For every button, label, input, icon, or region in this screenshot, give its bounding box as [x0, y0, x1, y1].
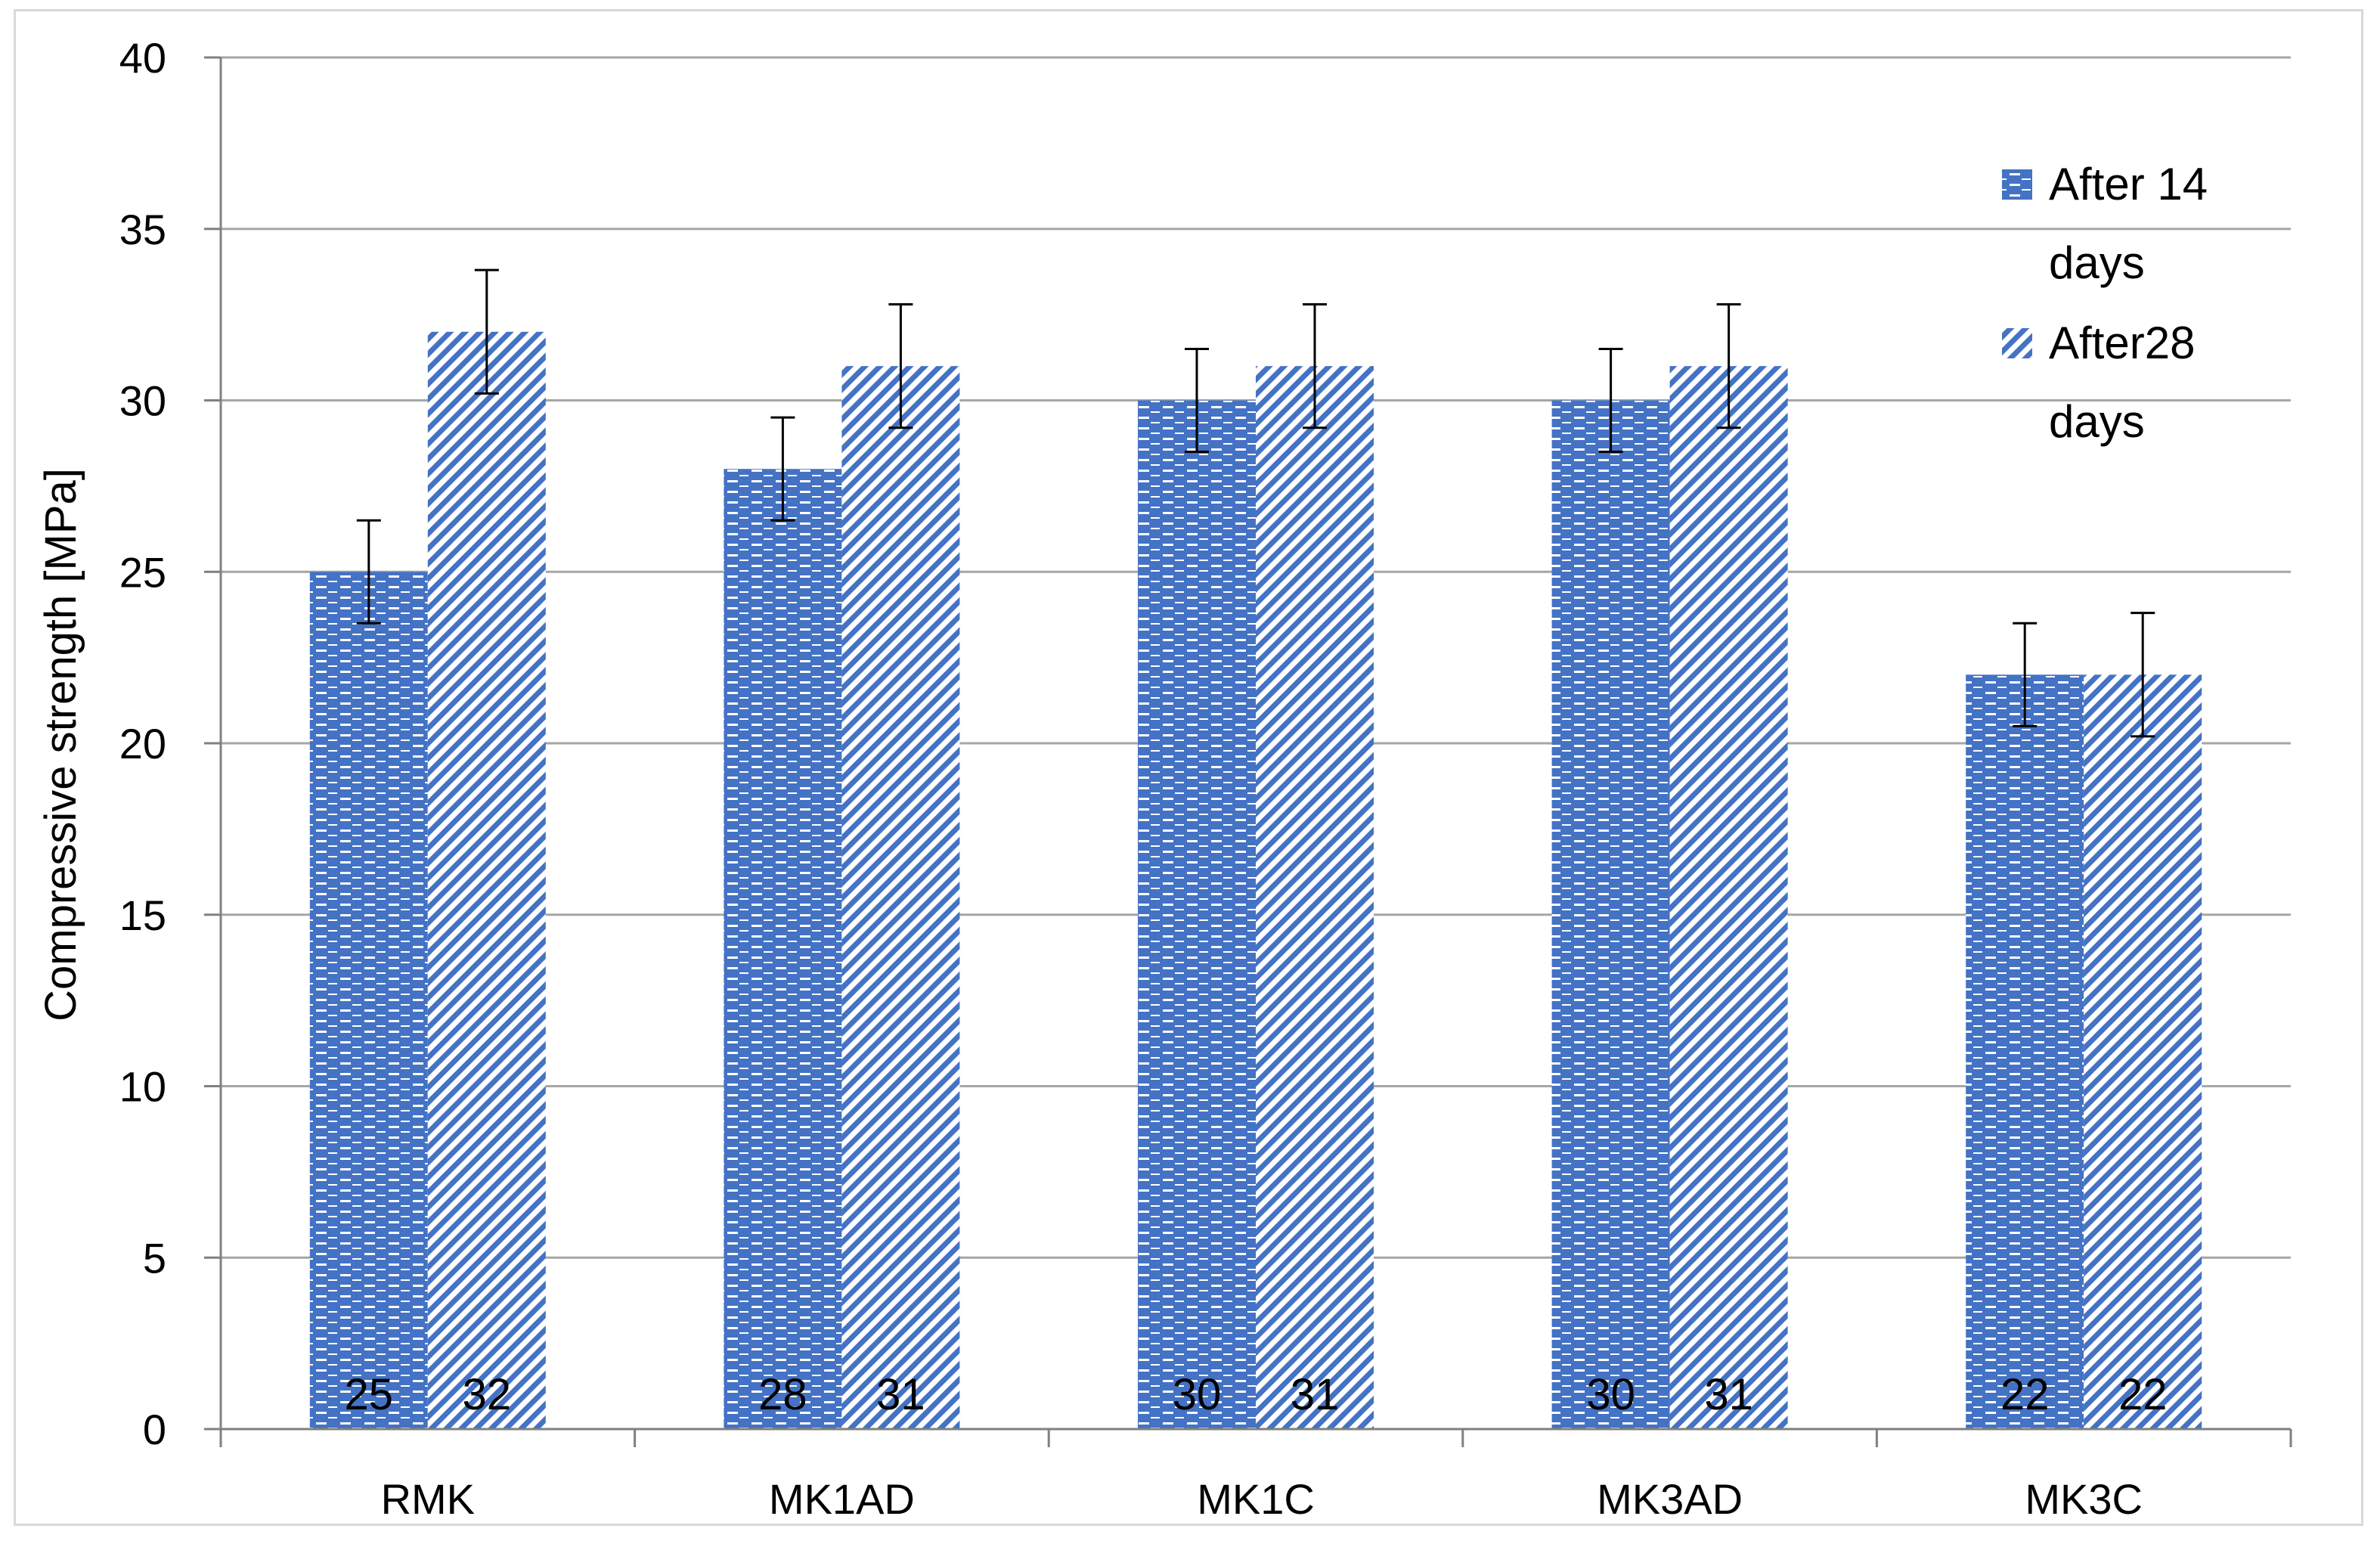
error-bars	[356, 268, 2155, 738]
y-tick-label: 30	[119, 377, 166, 425]
category-label: MK1AD	[769, 1475, 915, 1523]
axes	[204, 56, 2292, 1447]
legend-swatch	[2002, 169, 2032, 200]
category-label: MK3AD	[1597, 1475, 1743, 1523]
legend-label: days	[2049, 237, 2145, 288]
bar	[1138, 400, 1256, 1429]
data-label: 22	[2118, 1370, 2168, 1419]
y-tick-label: 15	[119, 891, 166, 939]
legend-swatch	[2002, 328, 2032, 358]
bars	[309, 331, 2202, 1430]
data-label: 30	[1586, 1370, 1635, 1419]
data-labels: 25 28 30 30 22 32 31 31 31 22	[345, 1370, 2168, 1419]
data-label: 31	[1704, 1370, 1753, 1419]
y-tick-label: 25	[119, 548, 166, 596]
bar	[724, 469, 842, 1430]
legend-label: After 14	[2049, 159, 2208, 209]
y-tick-label: 35	[119, 206, 166, 253]
y-tick-label: 5	[143, 1234, 166, 1282]
bar	[427, 331, 546, 1429]
chart-frame	[14, 9, 2363, 1526]
data-label: 31	[876, 1370, 925, 1419]
y-tick-label: 10	[119, 1063, 166, 1111]
tick-labels: 0 5 10 15 20 25 30 35 40 RMK MK1AD MK1C MK3AD MK3C	[119, 34, 2143, 1523]
data-label: 32	[463, 1370, 512, 1419]
bar	[841, 366, 960, 1429]
legend: After 14 days After28 days	[2002, 159, 2208, 447]
data-label: 31	[1291, 1370, 1340, 1419]
bar	[1966, 674, 2084, 1429]
data-label: 25	[345, 1370, 394, 1419]
category-label: MK1C	[1197, 1475, 1315, 1523]
category-label: MK3C	[2025, 1475, 2143, 1523]
bar	[309, 572, 428, 1429]
bar	[2084, 674, 2202, 1429]
legend-label: days	[2049, 396, 2145, 447]
bar	[1669, 366, 1788, 1429]
y-tick-label: 0	[143, 1406, 166, 1453]
bar	[1256, 366, 1374, 1429]
category-label: RMK	[381, 1475, 475, 1523]
bar	[1551, 400, 1670, 1429]
data-label: 30	[1173, 1370, 1222, 1419]
y-tick-label: 40	[119, 34, 166, 82]
legend-label: After28	[2049, 318, 2195, 368]
y-axis-label: Compressive strength [MPa]	[36, 468, 85, 1022]
data-label: 22	[2000, 1370, 2050, 1419]
data-label: 28	[758, 1370, 807, 1419]
y-tick-label: 20	[119, 720, 166, 767]
